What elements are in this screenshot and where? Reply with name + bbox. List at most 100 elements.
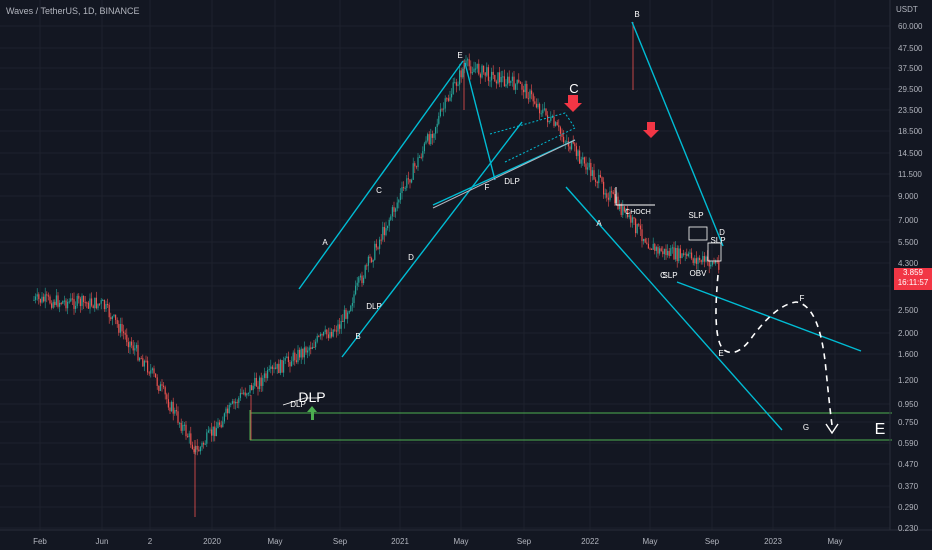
candle-body [366, 265, 368, 267]
candle-body [60, 302, 62, 304]
time-axis[interactable]: Feb Jun 2 2020 May Sep 2021 May Sep 2022 May Sep 202… [33, 537, 842, 546]
candle-body [303, 347, 305, 358]
candle-body [345, 309, 347, 319]
candle-body [535, 103, 537, 108]
candle-body [231, 401, 233, 404]
candle-body [315, 341, 317, 348]
candle-body [169, 407, 171, 412]
candle-body [638, 224, 640, 226]
candle-body [620, 203, 622, 215]
candle-body [259, 377, 261, 390]
candle-body [300, 348, 302, 358]
candle-body [687, 253, 689, 257]
candle-body [70, 298, 72, 302]
candle-body [422, 151, 424, 158]
candle-body [527, 98, 529, 100]
candle-body [484, 72, 486, 76]
candle-body [358, 277, 360, 283]
candle-body [156, 377, 158, 386]
candle-body [86, 302, 88, 304]
candle-body [539, 103, 541, 114]
candle-body [654, 243, 656, 251]
candle-body [228, 404, 230, 414]
y-tick-label: 0.470 [898, 460, 919, 469]
candle-body [599, 174, 601, 178]
candle-body [311, 346, 313, 349]
candle-body [644, 238, 646, 243]
candle-body [334, 329, 336, 331]
candle-body [329, 332, 331, 338]
candle-body [171, 401, 173, 412]
arrow-up-marker [307, 406, 317, 420]
last-price-value: 3.859 [902, 268, 924, 277]
candle-body [444, 98, 446, 109]
candle-body [679, 248, 681, 258]
candle-body [134, 348, 136, 351]
candle-body [676, 247, 678, 262]
candle-body [671, 247, 673, 249]
candle-body [711, 261, 713, 265]
candle-body [182, 424, 184, 431]
candle-body [551, 116, 553, 118]
candle-body [73, 299, 75, 309]
candle-body [319, 334, 321, 337]
y-tick-label: 18.500 [898, 127, 923, 136]
candle-body [350, 305, 352, 311]
candle-body [414, 163, 416, 167]
candle-body [167, 399, 169, 408]
candle-body [206, 432, 208, 444]
candle-body [230, 403, 232, 405]
candle-body [697, 257, 699, 264]
candle-body [409, 179, 411, 183]
candle-body [84, 302, 86, 304]
candle-body [623, 206, 625, 212]
candle-body [316, 336, 318, 342]
y-tick-label: 11.500 [898, 170, 922, 179]
annotation-label: B [634, 10, 639, 19]
x-tick-label: 2022 [581, 537, 599, 546]
candle-body [635, 218, 637, 234]
choch-line [615, 187, 655, 206]
candle-body [243, 392, 245, 394]
candle-body [470, 66, 472, 74]
annotation-label: A [596, 219, 602, 228]
candle-body [695, 258, 697, 264]
candle-body [553, 116, 555, 126]
candle-body [342, 320, 344, 322]
candle-body [364, 265, 366, 278]
candle-body [252, 385, 254, 391]
candle-body [718, 261, 720, 270]
candle-body [471, 72, 473, 74]
candle-body [516, 79, 518, 85]
candle-body [486, 67, 488, 76]
candle-body [630, 215, 632, 223]
x-tick-label: 2021 [391, 537, 409, 546]
candle-body [467, 59, 469, 61]
candle-body [401, 187, 403, 194]
candle-body [163, 385, 165, 388]
candle-body [51, 303, 53, 308]
candle-body [102, 300, 104, 302]
candle-body [367, 256, 369, 266]
candle-body [44, 294, 46, 302]
candle-body [187, 436, 189, 438]
candle-body [175, 410, 177, 412]
projection-path [715, 274, 833, 426]
candle-body [363, 277, 365, 284]
candle-body [75, 305, 77, 309]
candle-body [89, 298, 91, 309]
x-tick-label: Sep [333, 537, 348, 546]
x-tick-label: May [827, 537, 842, 546]
candle-body [158, 385, 160, 391]
candle-body [372, 259, 374, 262]
annotation-label: F [800, 294, 805, 303]
candle-body [247, 392, 249, 394]
candle-body [662, 251, 664, 255]
candle-body [587, 167, 589, 170]
candle-body [657, 247, 659, 254]
candle-body [236, 401, 238, 403]
candle-body [449, 97, 451, 101]
candle-body [220, 424, 222, 428]
candle-body [708, 260, 710, 267]
